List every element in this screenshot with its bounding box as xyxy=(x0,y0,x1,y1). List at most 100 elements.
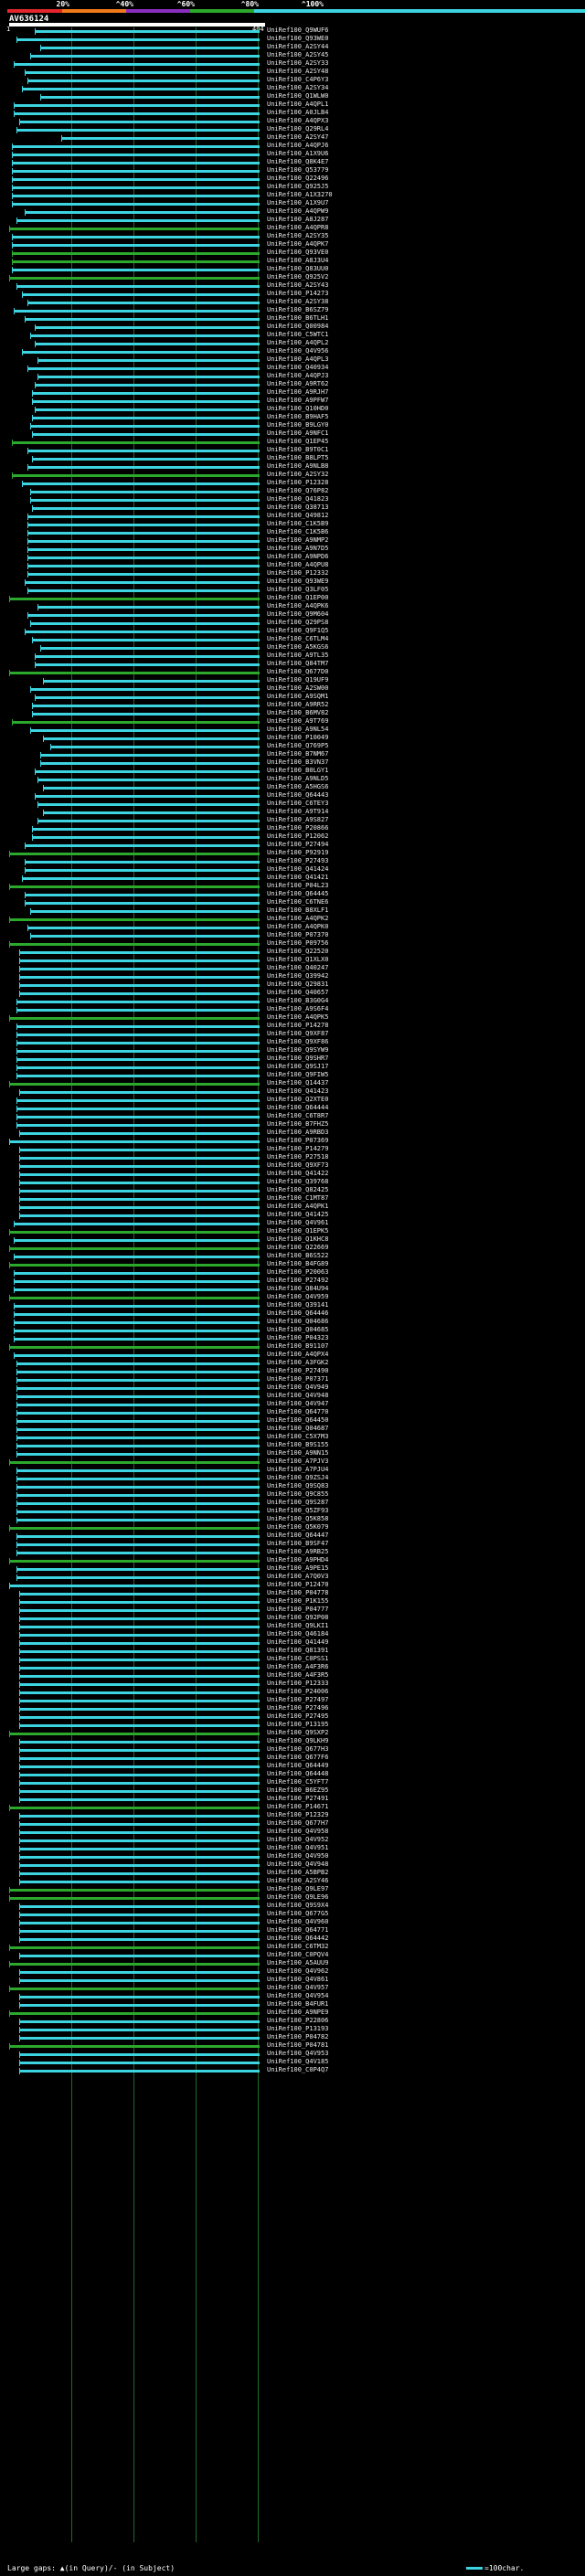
hit-label[interactable]: UniRef100_A7PJU4 xyxy=(267,1466,329,1473)
hit-row[interactable]: UniRef100_A4QPK2 xyxy=(0,915,585,923)
hit-bar[interactable] xyxy=(32,433,261,436)
hit-row[interactable]: UniRef100_Q9LKH9 xyxy=(0,1737,585,1745)
hit-bar[interactable] xyxy=(11,236,261,239)
hit-row[interactable]: UniRef100_Q677G5 xyxy=(0,1910,585,1918)
hit-bar[interactable] xyxy=(19,1609,261,1612)
hit-row[interactable]: UniRef100_P20063 xyxy=(0,1268,585,1277)
hit-bar[interactable] xyxy=(8,1946,261,1949)
hit-bar[interactable] xyxy=(27,540,261,543)
hit-row[interactable]: UniRef100_Q19UF9 xyxy=(0,676,585,684)
hit-label[interactable]: UniRef100_B3G0G4 xyxy=(267,997,329,1004)
hit-label[interactable]: UniRef100_A4QPK2 xyxy=(267,915,329,922)
hit-label[interactable]: UniRef100_Q9LKH9 xyxy=(267,1737,329,1744)
hit-label[interactable]: UniRef100_Q40247 xyxy=(267,964,329,971)
hit-label[interactable]: UniRef100_Q4V948 xyxy=(267,1392,329,1399)
hit-bar[interactable] xyxy=(16,1050,261,1053)
hit-label[interactable]: UniRef100_Q93WE0 xyxy=(267,35,329,42)
hit-row[interactable]: UniRef100_Q4V957 xyxy=(0,1984,585,1992)
hit-row[interactable]: UniRef100_A9T769 xyxy=(0,717,585,726)
hit-row[interactable]: UniRef100_P27518 xyxy=(0,1153,585,1161)
hit-label[interactable]: UniRef100_A2SY33 xyxy=(267,59,329,67)
hit-row[interactable]: UniRef100_A2SY46 xyxy=(0,1877,585,1885)
hit-bar[interactable] xyxy=(19,1700,261,1702)
hit-row[interactable]: UniRef100_Q4V185 xyxy=(0,2058,585,2066)
hit-row[interactable]: UniRef100_A4QPJ3 xyxy=(0,372,585,380)
hit-label[interactable]: UniRef100_C5YFT7 xyxy=(267,1778,329,1786)
hit-bar[interactable] xyxy=(16,1445,261,1447)
hit-row[interactable]: UniRef100_A2SY48 xyxy=(0,68,585,76)
hit-bar[interactable] xyxy=(16,1001,261,1003)
hit-row[interactable]: UniRef100_A2SY32 xyxy=(0,471,585,479)
hit-label[interactable]: UniRef100_Q81391 xyxy=(267,1647,329,1654)
hit-bar[interactable] xyxy=(8,1889,261,1892)
hit-row[interactable]: UniRef100_Q93VE0 xyxy=(0,249,585,257)
hit-bar[interactable] xyxy=(19,1190,261,1193)
hit-label[interactable]: UniRef100_Q76P82 xyxy=(267,487,329,494)
hit-bar[interactable] xyxy=(24,631,261,633)
hit-bar[interactable] xyxy=(22,877,261,880)
hit-label[interactable]: UniRef100_A4QPJ3 xyxy=(267,372,329,379)
hit-label[interactable]: UniRef100_A9S6F4 xyxy=(267,1005,329,1012)
hit-bar[interactable] xyxy=(19,1955,261,1957)
hit-row[interactable]: UniRef100_B7NM67 xyxy=(0,750,585,758)
hit-row[interactable]: UniRef100_Q4V961 xyxy=(0,1219,585,1227)
hit-row[interactable]: UniRef100_Q04685 xyxy=(0,1326,585,1334)
hit-bar[interactable] xyxy=(19,1659,261,1661)
hit-row[interactable]: UniRef100_Q4V950 xyxy=(0,1852,585,1860)
hit-row[interactable]: UniRef100_Q22496 xyxy=(0,175,585,183)
hit-label[interactable]: UniRef100_Q677F6 xyxy=(267,1754,329,1761)
hit-row[interactable]: UniRef100_Q9ZSJ4 xyxy=(0,1474,585,1482)
hit-row[interactable]: UniRef100_A9NLB8 xyxy=(0,462,585,471)
hit-label[interactable]: UniRef100_C4P6Y3 xyxy=(267,76,329,83)
hit-bar[interactable] xyxy=(27,302,261,304)
hit-label[interactable]: UniRef100_A2SY44 xyxy=(267,43,329,50)
hit-row[interactable]: UniRef100_Q64445 xyxy=(0,890,585,898)
hit-row[interactable]: UniRef100_Q40934 xyxy=(0,364,585,372)
hit-row[interactable]: UniRef100_C5YFT7 xyxy=(0,1778,585,1786)
hit-row[interactable]: UniRef100_Q4V960 xyxy=(0,1918,585,1926)
hit-bar[interactable] xyxy=(19,1913,261,1916)
hit-label[interactable]: UniRef100_A9NLD5 xyxy=(267,775,329,782)
hit-bar[interactable] xyxy=(42,811,261,814)
hit-bar[interactable] xyxy=(27,532,261,535)
hit-row[interactable]: UniRef100_Q84TM7 xyxy=(0,660,585,668)
hit-row[interactable]: UniRef100_P27490 xyxy=(0,1367,585,1375)
hit-row[interactable]: UniRef100_Q677D0 xyxy=(0,668,585,676)
hit-label[interactable]: UniRef100_Q1EP00 xyxy=(267,594,329,601)
hit-row[interactable]: UniRef100_Q9M604 xyxy=(0,610,585,619)
hit-bar[interactable] xyxy=(8,1527,261,1530)
hit-row[interactable]: UniRef100_Q1EP00 xyxy=(0,594,585,602)
hit-label[interactable]: UniRef100_A4QPL1 xyxy=(267,101,329,108)
hit-bar[interactable] xyxy=(16,1379,261,1382)
hit-row[interactable]: UniRef100_Q9WUF6 xyxy=(0,27,585,35)
hit-bar[interactable] xyxy=(24,861,261,864)
hit-bar[interactable] xyxy=(16,1412,261,1415)
hit-label[interactable]: UniRef100_Q4V953 xyxy=(267,2050,329,2057)
hit-bar[interactable] xyxy=(19,2053,261,2056)
hit-label[interactable]: UniRef100_B9T0C1 xyxy=(267,446,329,453)
hit-row[interactable]: UniRef100_B4FG89 xyxy=(0,1260,585,1268)
hit-bar[interactable] xyxy=(8,1264,261,1267)
hit-row[interactable]: UniRef100_Q22520 xyxy=(0,948,585,956)
hit-row[interactable]: UniRef100_P04782 xyxy=(0,2033,585,2041)
hit-bar[interactable] xyxy=(19,1765,261,1768)
hit-bar[interactable] xyxy=(16,1058,261,1061)
hit-row[interactable]: UniRef100_Q41449 xyxy=(0,1638,585,1647)
hit-bar[interactable] xyxy=(11,145,261,148)
hit-label[interactable]: UniRef100_C6TEY3 xyxy=(267,800,329,807)
hit-label[interactable]: UniRef100_A1X9U7 xyxy=(267,199,329,207)
hit-row[interactable]: UniRef100_A9TL35 xyxy=(0,652,585,660)
hit-row[interactable]: UniRef100_A9NPD6 xyxy=(0,553,585,561)
hit-row[interactable]: UniRef100_Q29831 xyxy=(0,981,585,989)
hit-label[interactable]: UniRef100_A9NFC1 xyxy=(267,429,329,437)
hit-row[interactable]: UniRef100_A9N7D5 xyxy=(0,545,585,553)
hit-label[interactable]: UniRef100_Q29PS8 xyxy=(267,619,329,626)
hit-bar[interactable] xyxy=(19,1938,261,1941)
hit-row[interactable]: UniRef100_Q9LKI1 xyxy=(0,1622,585,1630)
hit-row[interactable]: UniRef100_P14278 xyxy=(0,1022,585,1030)
hit-bar[interactable] xyxy=(35,343,261,345)
hit-row[interactable]: UniRef100_Q00984 xyxy=(0,323,585,331)
hit-bar[interactable] xyxy=(8,1988,261,1990)
hit-label[interactable]: UniRef100_Q41823 xyxy=(267,495,329,503)
hit-bar[interactable] xyxy=(19,1848,261,1850)
